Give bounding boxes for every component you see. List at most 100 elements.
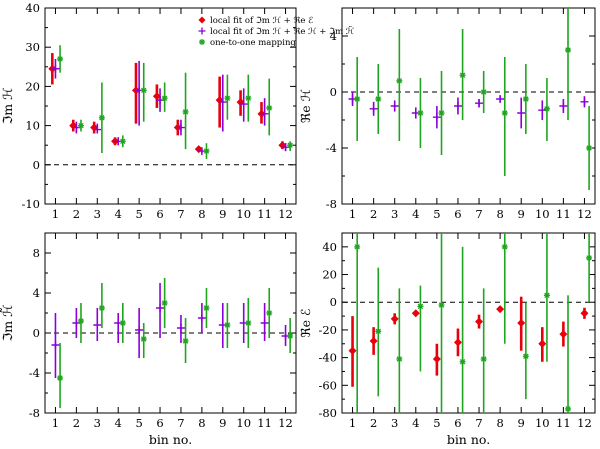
plot-frame: [341, 7, 596, 205]
point-red-bin-12: [580, 309, 589, 318]
x-tick-label: 3: [94, 207, 101, 221]
point-purple-bin-9: [218, 98, 227, 107]
point-purple-bin-5: [432, 113, 441, 122]
x-tick-label: 1: [349, 207, 356, 221]
point-green-bin-4: [119, 138, 126, 145]
x-tick-label: 9: [518, 207, 525, 221]
point-green-bin-1: [57, 55, 64, 62]
point-green-bin-12: [287, 142, 294, 149]
point-green-bin-5: [438, 110, 445, 116]
x-tick-label: 9: [518, 416, 525, 430]
point-purple-bin-10: [239, 100, 248, 109]
point-green-bin-7: [182, 338, 189, 344]
y-tick-label: 20: [322, 268, 337, 282]
x-tick-label: 8: [198, 416, 205, 430]
point-green-bin-11: [266, 310, 273, 316]
point-green-bin-10: [245, 95, 252, 102]
point-green-bin-9: [522, 96, 529, 102]
point-green-bin-6: [161, 95, 168, 102]
y-tick-label: -60: [318, 378, 337, 392]
y-tick-label: 30: [25, 40, 40, 54]
series-purple: [51, 58, 290, 156]
point-red-bin-2: [369, 337, 378, 345]
data-layer: [51, 278, 294, 408]
y-tick-label: 40: [322, 240, 337, 254]
x-tick-label: 1: [349, 416, 356, 430]
data-layer: [348, 233, 593, 413]
y-tick-label: 4: [330, 29, 337, 43]
point-red-bin-11: [559, 330, 568, 339]
point-purple-bin-11: [260, 319, 269, 327]
x-tick-label: 11: [556, 207, 571, 221]
point-red-bin-5: [432, 355, 441, 363]
x-tick-label: 12: [577, 416, 592, 430]
point-purple-bin-8: [197, 314, 206, 322]
point-green-bin-5: [140, 336, 147, 342]
point-red-bin-9: [517, 319, 526, 327]
y-tick-label: 10: [25, 119, 40, 133]
x-tick-label: 10: [236, 416, 251, 430]
point-green-bin-3: [98, 305, 105, 311]
point-purple-bin-7: [176, 123, 185, 132]
legend-marker-green: [199, 39, 205, 45]
point-red-bin-8: [496, 305, 505, 314]
point-green-bin-6: [459, 72, 466, 79]
point-green-bin-1: [57, 375, 64, 381]
point-green-bin-4: [119, 320, 126, 326]
y-tick-label: -8: [29, 406, 40, 420]
y-axis-label: ℑm ℋ̃: [0, 304, 15, 342]
x-tick-label: 3: [391, 416, 398, 430]
point-green-bin-8: [203, 148, 210, 155]
x-tick-label: 1: [52, 207, 59, 221]
series-purple: [51, 283, 290, 378]
x-tick-label: 11: [556, 416, 571, 430]
x-tick-label: 8: [198, 207, 205, 221]
point-purple-bin-9: [517, 109, 526, 117]
series-purple: [348, 92, 589, 129]
y-axis-label: ℑm ℋ: [0, 87, 15, 125]
point-green-bin-3: [396, 356, 403, 362]
point-green-bin-9: [224, 95, 231, 102]
x-tick-label: 5: [135, 207, 142, 221]
x-tick-label: 7: [177, 416, 184, 430]
point-green-bin-1: [354, 243, 361, 250]
y-axis-label: ℜe ℋ: [298, 88, 313, 123]
point-green-bin-12: [586, 254, 593, 261]
legend-label: one-to-one mapping: [210, 38, 296, 48]
point-red-bin-4: [411, 309, 420, 318]
point-green-bin-9: [522, 353, 529, 360]
point-purple-bin-3: [390, 102, 399, 110]
point-green-bin-10: [543, 292, 550, 299]
x-tick-label: 11: [257, 416, 272, 430]
point-green-bin-7: [182, 108, 189, 115]
point-green-bin-6: [161, 300, 168, 306]
x-tick-label: 12: [577, 207, 592, 221]
x-tick-label: 10: [535, 416, 550, 430]
y-tick-label: -8: [326, 197, 337, 211]
x-tick-label: 1: [52, 416, 59, 430]
point-red-bin-2: [69, 121, 78, 130]
y-tick-label: -10: [21, 197, 40, 211]
point-purple-bin-1: [51, 64, 60, 73]
point-green-bin-7: [480, 89, 487, 95]
plot-frame: [341, 232, 596, 414]
x-tick-label: 9: [219, 416, 226, 430]
point-green-bin-3: [396, 77, 403, 84]
point-green-bin-12: [287, 333, 294, 339]
x-tick-label: 5: [433, 207, 440, 221]
point-purple-bin-3: [93, 321, 102, 329]
point-green-bin-3: [98, 114, 105, 121]
y-tick-label: -20: [318, 323, 337, 337]
x-tick-label: 3: [391, 207, 398, 221]
point-green-bin-1: [354, 96, 361, 102]
point-purple-bin-11: [260, 109, 269, 118]
point-green-bin-7: [480, 356, 487, 362]
y-tick-label: 0: [330, 295, 337, 309]
point-green-bin-5: [438, 302, 445, 308]
x-tick-label: 6: [454, 416, 461, 430]
point-purple-bin-7: [475, 99, 484, 108]
data-layer: [348, 8, 593, 190]
x-axis-label: bin no.: [447, 432, 490, 447]
